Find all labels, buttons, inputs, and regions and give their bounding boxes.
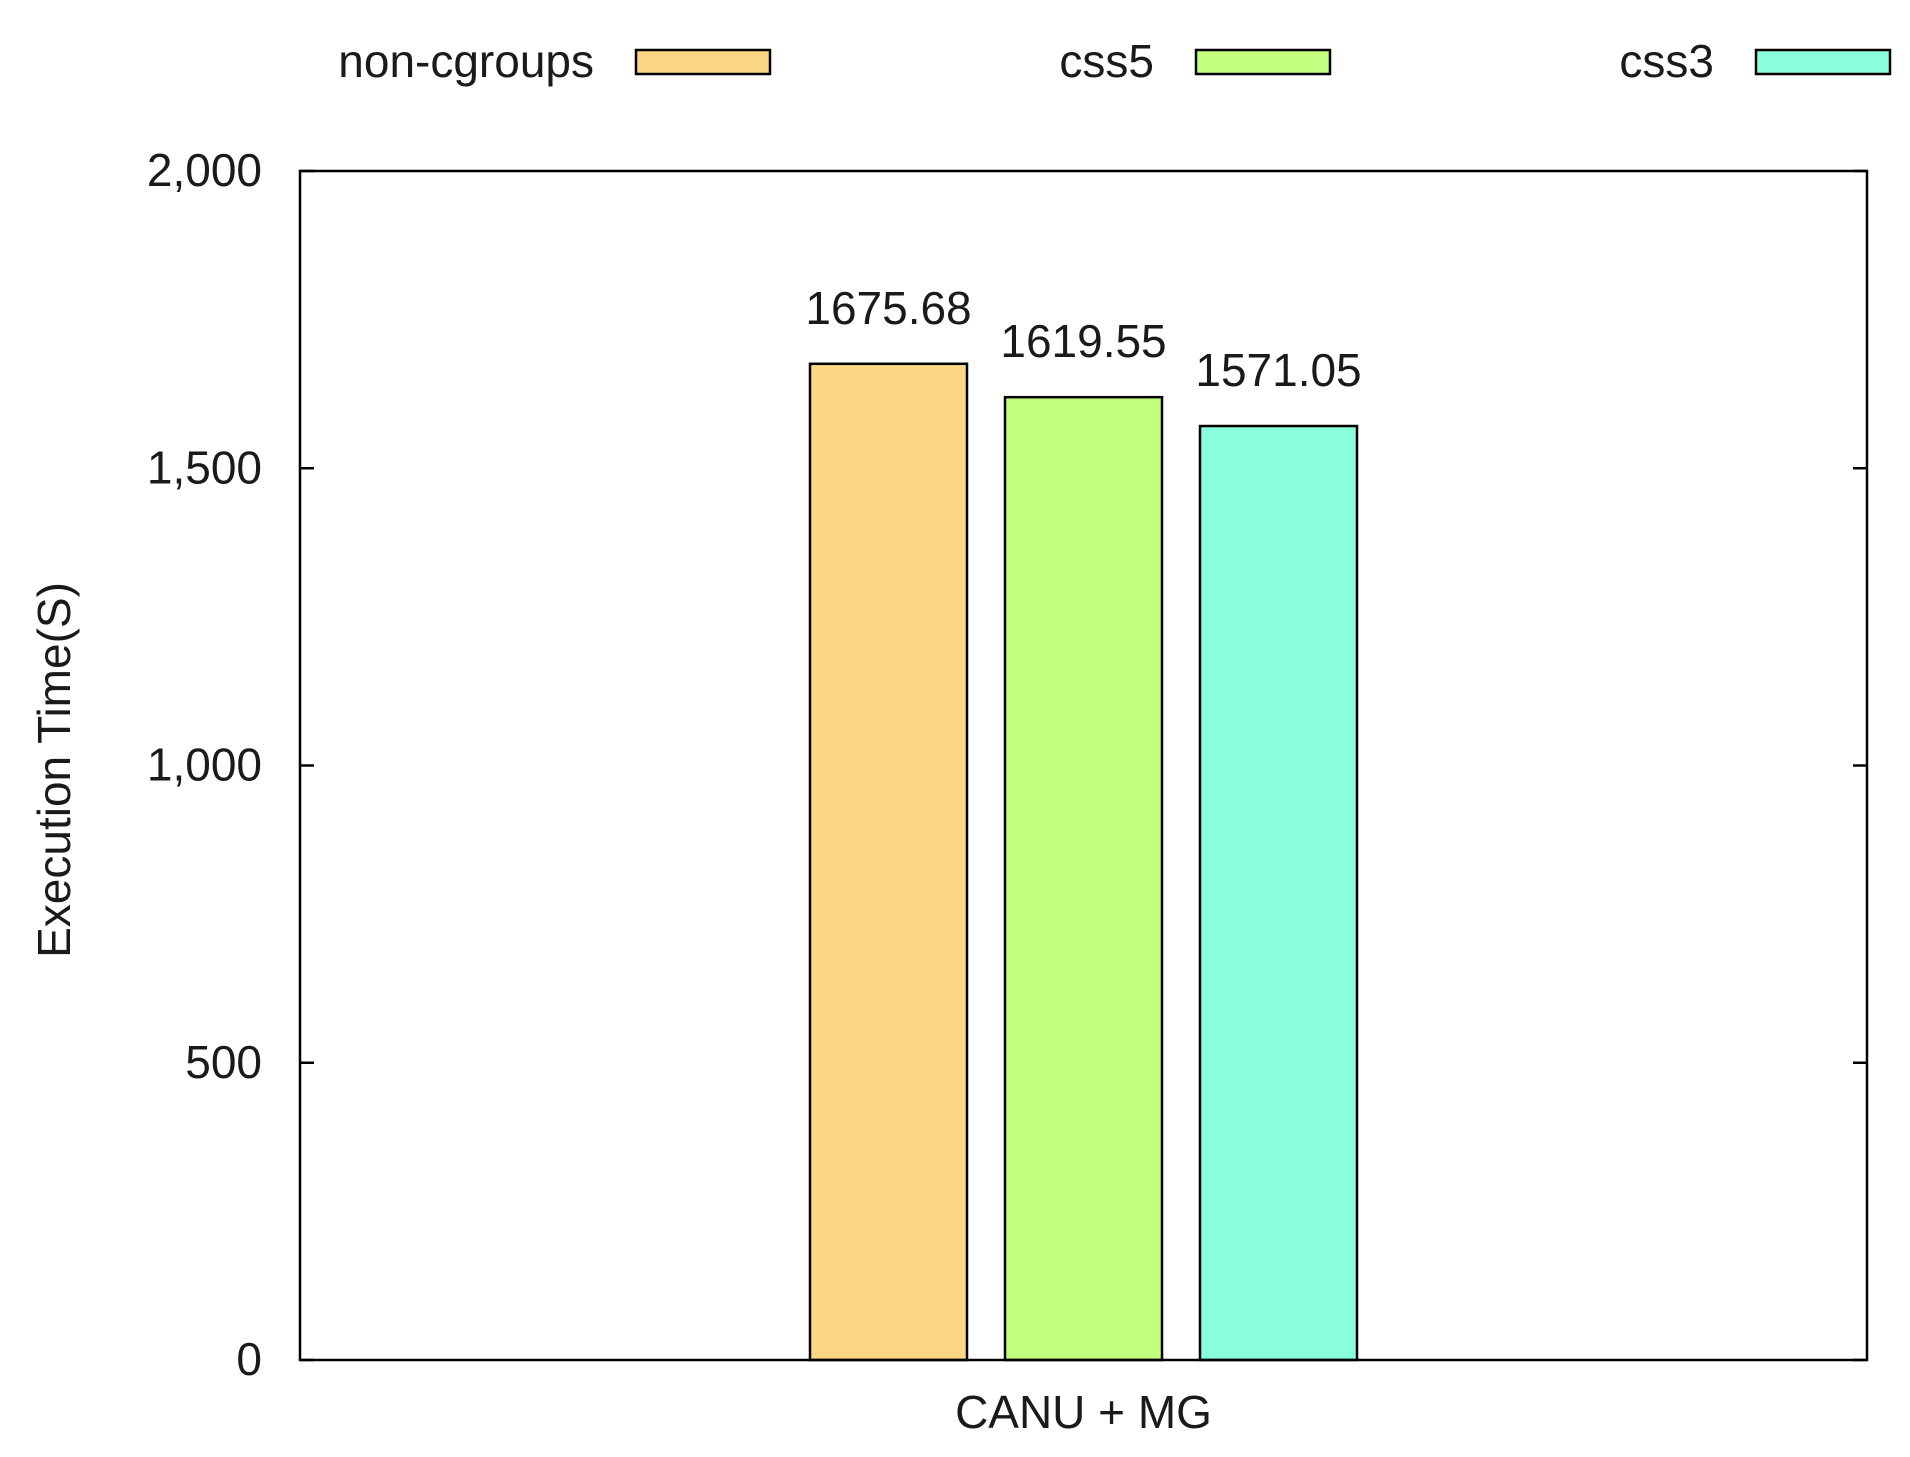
y-axis-ticks: 0 500 1,000 1,500 2,000	[147, 144, 1867, 1385]
bars	[808, 362, 1359, 1362]
y-tick-label: 1,500	[147, 441, 262, 493]
legend-swatch-css3	[1754, 48, 1892, 76]
bar-non-cgroups	[808, 362, 969, 1362]
value-labels: 1675.68 1619.55 1571.05	[805, 282, 1361, 396]
legend-swatch-non-cgroups	[634, 48, 772, 76]
x-axis-categories: CANU + MG	[955, 1386, 1212, 1438]
value-label: 1619.55	[1000, 315, 1166, 367]
legend-label-css5: css5	[1059, 35, 1154, 87]
legend-label-non-cgroups: non-cgroups	[338, 35, 594, 87]
y-tick-label: 0	[236, 1333, 262, 1385]
y-tick-label: 2,000	[147, 144, 262, 196]
bar-css5	[1003, 395, 1164, 1362]
x-category-label: CANU + MG	[955, 1386, 1212, 1438]
y-tick-label: 1,000	[147, 739, 262, 791]
legend-label-css3: css3	[1619, 35, 1714, 87]
legend-swatch-css5	[1194, 48, 1332, 76]
legend: non-cgroups css5 css3	[338, 35, 1892, 87]
y-tick-label: 500	[185, 1036, 262, 1088]
bar-css3	[1198, 424, 1359, 1362]
value-label: 1571.05	[1195, 344, 1361, 396]
value-label: 1675.68	[805, 282, 971, 334]
plot-frame	[298, 169, 1869, 1362]
y-axis-title: Execution Time(S)	[28, 582, 80, 958]
